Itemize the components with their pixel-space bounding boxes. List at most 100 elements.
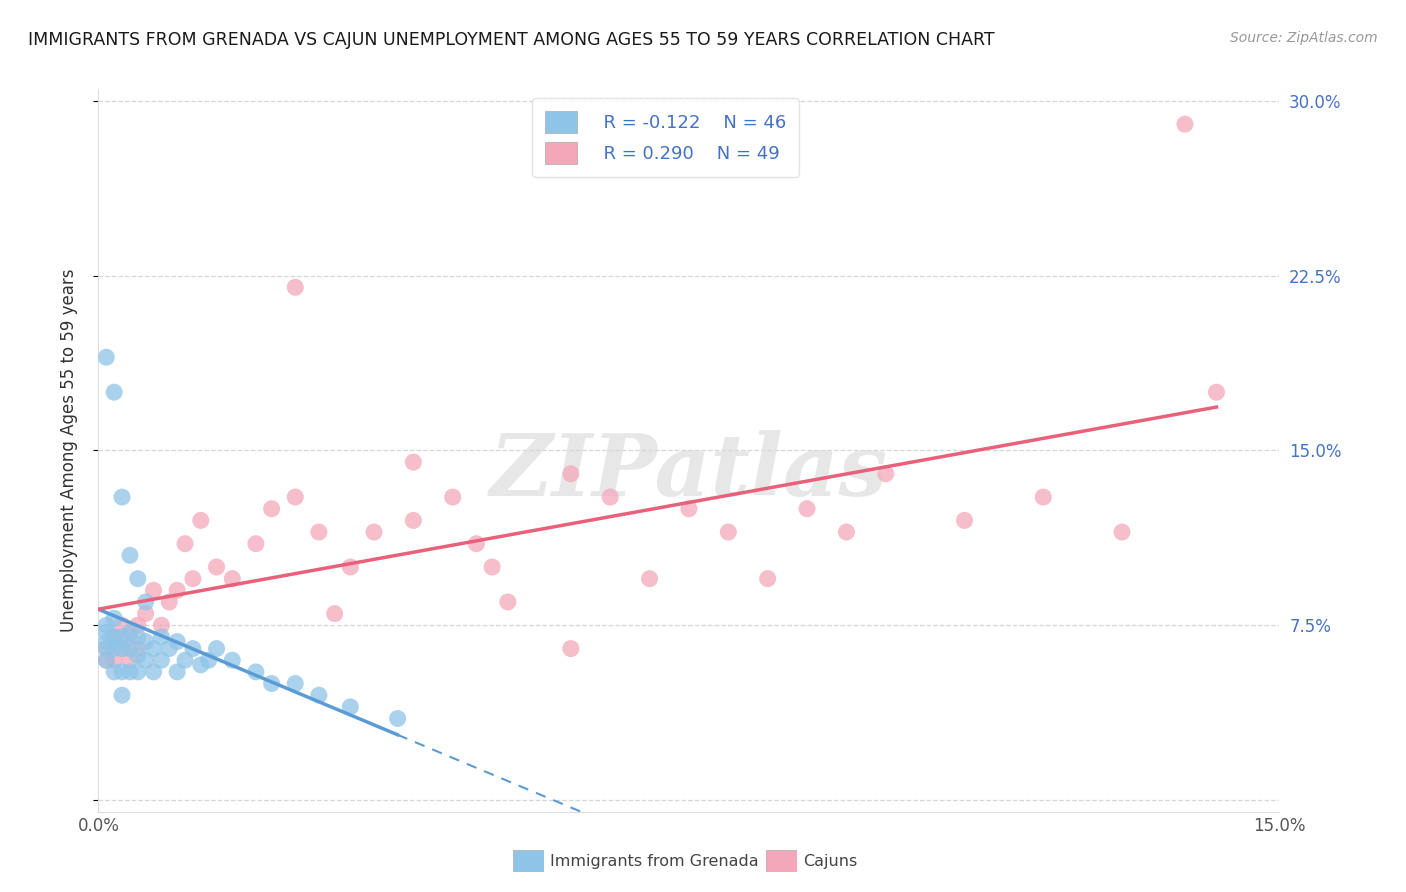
Point: [323, 607, 346, 621]
Point: [96, 625, 118, 640]
Point: [221, 653, 243, 667]
Point: [150, 630, 173, 644]
Point: [111, 641, 134, 656]
Point: [166, 634, 188, 648]
Point: [835, 524, 858, 539]
Point: [135, 653, 157, 667]
Point: [96, 641, 118, 656]
Point: [308, 524, 330, 539]
Point: [875, 467, 897, 481]
Point: [678, 501, 700, 516]
Point: [96, 618, 118, 632]
Point: [190, 513, 212, 527]
Point: [481, 560, 503, 574]
Point: [135, 595, 157, 609]
Point: [638, 572, 661, 586]
Point: [111, 641, 134, 656]
Point: [135, 607, 157, 621]
Point: [1174, 117, 1197, 131]
Point: [953, 513, 976, 527]
Point: [166, 583, 188, 598]
Point: [118, 641, 141, 656]
Legend:   R = -0.122    N = 46,   R = 0.290    N = 49: R = -0.122 N = 46, R = 0.290 N = 49: [531, 98, 799, 177]
Point: [103, 653, 125, 667]
Point: [103, 611, 125, 625]
Point: [127, 630, 149, 644]
Point: [166, 665, 188, 679]
Point: [103, 641, 125, 656]
Point: [181, 641, 204, 656]
Point: [1205, 385, 1227, 400]
Point: [118, 653, 141, 667]
Point: [118, 665, 141, 679]
Point: [150, 653, 173, 667]
Point: [118, 630, 141, 644]
Point: [127, 665, 149, 679]
Point: [127, 572, 149, 586]
Point: [339, 699, 361, 714]
Point: [127, 641, 149, 656]
Text: Source: ZipAtlas.com: Source: ZipAtlas.com: [1230, 31, 1378, 45]
Point: [103, 630, 125, 644]
Point: [245, 665, 267, 679]
Point: [308, 688, 330, 702]
Point: [111, 630, 134, 644]
Point: [181, 572, 204, 586]
Point: [111, 618, 134, 632]
Point: [599, 490, 621, 504]
Point: [135, 634, 157, 648]
Point: [560, 641, 582, 656]
Point: [796, 501, 818, 516]
Point: [103, 630, 125, 644]
Text: Immigrants from Grenada: Immigrants from Grenada: [550, 855, 758, 869]
Point: [284, 280, 307, 294]
Point: [756, 572, 779, 586]
Point: [96, 634, 118, 648]
Point: [103, 385, 125, 400]
Point: [111, 490, 134, 504]
Point: [111, 688, 134, 702]
Point: [387, 711, 409, 725]
Point: [96, 641, 118, 656]
Point: [197, 653, 219, 667]
Point: [205, 560, 228, 574]
Point: [1032, 490, 1054, 504]
Point: [260, 676, 283, 690]
Point: [339, 560, 361, 574]
Point: [260, 501, 283, 516]
Point: [142, 583, 165, 598]
Point: [717, 524, 740, 539]
Point: [284, 676, 307, 690]
Point: [402, 513, 425, 527]
Point: [118, 549, 141, 563]
Point: [402, 455, 425, 469]
Point: [245, 537, 267, 551]
Point: [103, 665, 125, 679]
Point: [560, 467, 582, 481]
Point: [441, 490, 464, 504]
Point: [496, 595, 519, 609]
Point: [190, 657, 212, 672]
Point: [96, 653, 118, 667]
Point: [157, 595, 180, 609]
Point: [127, 618, 149, 632]
Point: [1111, 524, 1133, 539]
Point: [174, 537, 197, 551]
Y-axis label: Unemployment Among Ages 55 to 59 years: Unemployment Among Ages 55 to 59 years: [59, 268, 77, 632]
Point: [142, 665, 165, 679]
Point: [174, 653, 197, 667]
Point: [96, 653, 118, 667]
Text: Cajuns: Cajuns: [803, 855, 858, 869]
Text: ZIPatlas: ZIPatlas: [489, 430, 889, 514]
Point: [363, 524, 385, 539]
Text: IMMIGRANTS FROM GRENADA VS CAJUN UNEMPLOYMENT AMONG AGES 55 TO 59 YEARS CORRELAT: IMMIGRANTS FROM GRENADA VS CAJUN UNEMPLO…: [28, 31, 995, 49]
Point: [150, 618, 173, 632]
Point: [127, 648, 149, 663]
Point: [465, 537, 488, 551]
Point: [157, 641, 180, 656]
Point: [118, 625, 141, 640]
Point: [96, 350, 118, 364]
Point: [111, 665, 134, 679]
Point: [284, 490, 307, 504]
Point: [142, 641, 165, 656]
